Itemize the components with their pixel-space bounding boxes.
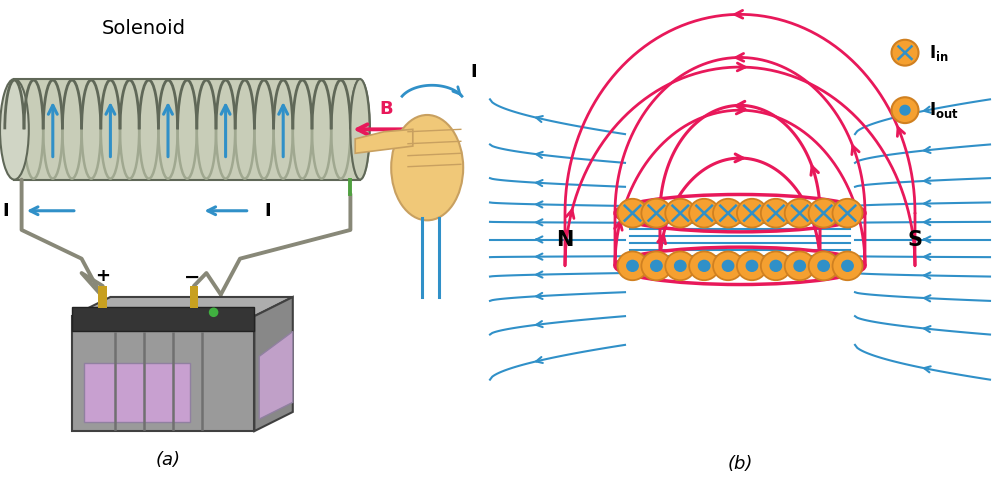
Text: $\mathbf{I}_\mathbf{out}$: $\mathbf{I}_\mathbf{out}$ <box>929 100 959 120</box>
Circle shape <box>818 261 829 271</box>
Text: +: + <box>95 267 110 285</box>
Circle shape <box>892 97 918 123</box>
Circle shape <box>689 199 719 228</box>
Circle shape <box>809 199 839 228</box>
Text: I: I <box>264 202 271 219</box>
Text: N: N <box>556 229 574 250</box>
Text: −: − <box>184 268 200 286</box>
Circle shape <box>713 251 743 280</box>
Ellipse shape <box>0 79 29 180</box>
Circle shape <box>618 199 648 228</box>
Circle shape <box>892 40 918 66</box>
Text: (a): (a) <box>156 451 180 468</box>
Circle shape <box>722 261 734 271</box>
Circle shape <box>900 105 910 115</box>
Circle shape <box>689 251 719 280</box>
Circle shape <box>698 261 710 271</box>
Bar <box>98 286 107 308</box>
Text: (b): (b) <box>727 456 753 473</box>
Bar <box>72 316 254 431</box>
Circle shape <box>761 199 791 228</box>
Text: I: I <box>2 202 9 219</box>
Polygon shape <box>72 297 293 316</box>
Polygon shape <box>355 129 413 153</box>
Circle shape <box>737 199 767 228</box>
Bar <box>14 79 360 180</box>
Text: S: S <box>908 229 922 250</box>
Ellipse shape <box>391 115 463 220</box>
Circle shape <box>809 251 839 280</box>
Circle shape <box>761 251 791 280</box>
Bar <box>84 363 190 422</box>
Circle shape <box>665 251 695 280</box>
Circle shape <box>641 251 671 280</box>
Circle shape <box>618 251 648 280</box>
Polygon shape <box>259 331 293 419</box>
Ellipse shape <box>350 79 370 180</box>
Bar <box>72 307 254 331</box>
Circle shape <box>713 199 743 228</box>
Circle shape <box>209 308 218 317</box>
Circle shape <box>675 261 686 271</box>
Circle shape <box>794 261 805 271</box>
Bar <box>190 286 198 308</box>
Circle shape <box>785 199 815 228</box>
Text: $\mathbf{B}$: $\mathbf{B}$ <box>379 100 394 118</box>
Circle shape <box>746 261 758 271</box>
Circle shape <box>641 199 671 228</box>
Circle shape <box>832 251 862 280</box>
Circle shape <box>785 251 815 280</box>
Circle shape <box>832 199 862 228</box>
Polygon shape <box>254 297 293 431</box>
Circle shape <box>842 261 853 271</box>
Circle shape <box>665 199 695 228</box>
Text: Solenoid: Solenoid <box>102 19 186 37</box>
Text: $\mathbf{I}_\mathbf{in}$: $\mathbf{I}_\mathbf{in}$ <box>929 43 949 63</box>
Circle shape <box>651 261 662 271</box>
Text: I: I <box>470 63 477 80</box>
Circle shape <box>627 261 638 271</box>
Circle shape <box>770 261 782 271</box>
Circle shape <box>737 251 767 280</box>
